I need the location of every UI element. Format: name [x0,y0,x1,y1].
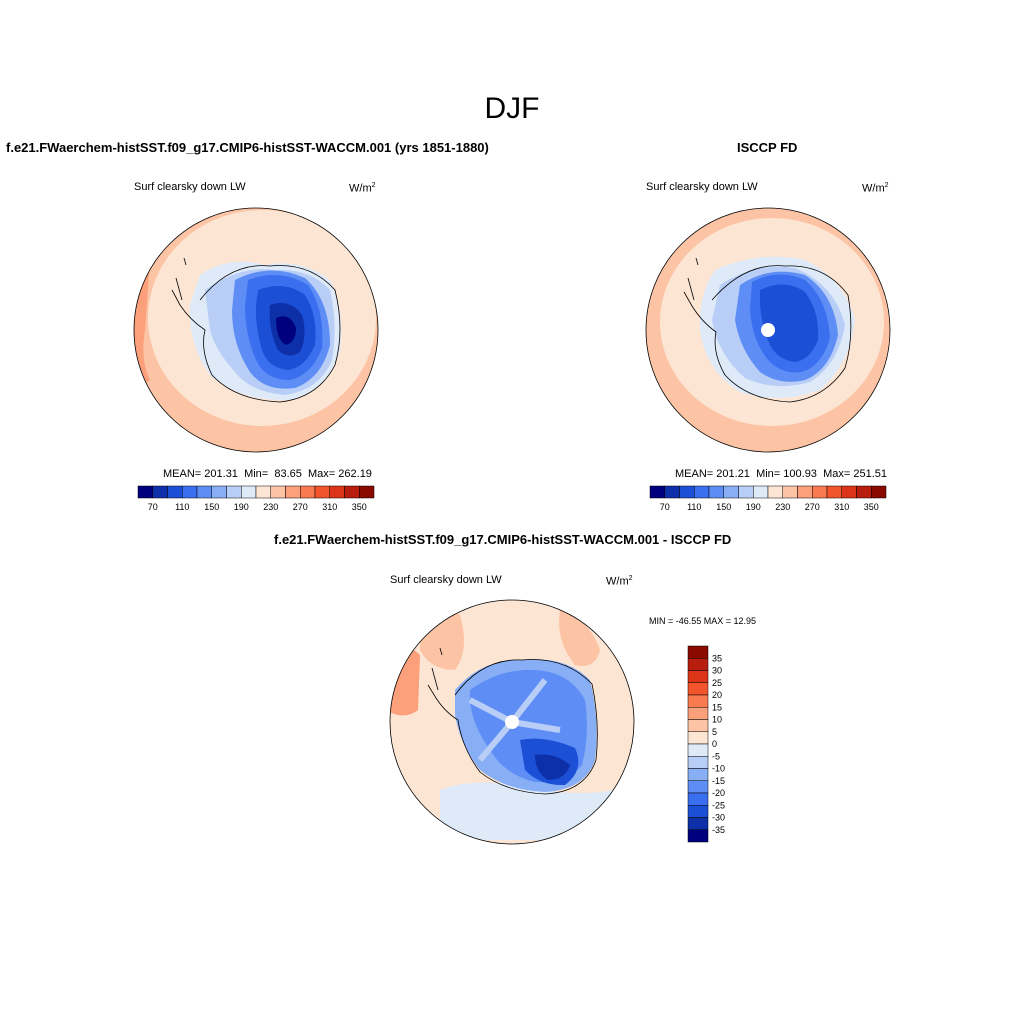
colorbar-tick-label: -15 [712,776,725,786]
colorbar-tick-label: 150 [204,502,219,512]
colorbar-swatch [687,719,709,732]
colorbar-swatch [687,658,709,671]
figure-title: DJF [484,92,540,125]
colorbar-tick-label: 350 [352,502,367,512]
colorbar-swatch [687,645,709,659]
colorbar-3: 35 30 25 20 15 10 5 0 -5 -10 -15 -20 -25 -30 -35 [687,645,725,843]
colorbar-tick-label: 30 [712,666,722,676]
colorbar-swatch [708,485,724,499]
panel-3-units: W/m2 [606,575,633,588]
colorbar-swatch [664,485,680,499]
colorbar-swatch [687,694,709,708]
colorbar-swatch [344,485,360,499]
colorbar-swatch [285,485,301,499]
colorbar-swatch [687,780,709,794]
colorbar-swatch [687,805,709,818]
colorbar-swatch [753,485,769,499]
panel-2-units: W/m2 [862,182,889,195]
colorbar-swatch [687,670,709,683]
colorbar-tick-label: 270 [293,502,308,512]
colorbar-swatch [687,707,709,720]
colorbar-swatch [152,485,168,499]
colorbar-tick-label: 0 [712,739,717,749]
colorbar-tick-label: 110 [175,502,189,512]
colorbar-tick-label: -30 [712,813,725,823]
colorbar-swatch [314,485,330,499]
colorbar-swatch [687,817,709,830]
colorbar-swatch [687,731,709,745]
colorbar-swatch [767,485,783,499]
colorbar-swatch [359,485,375,499]
colorbar-swatch [167,485,183,499]
colorbar-swatch [738,485,754,499]
colorbar-swatch [196,485,212,499]
colorbar-swatch [270,485,286,499]
colorbar-swatch [679,485,695,499]
colorbar-swatch [687,768,709,781]
colorbar-tick-label: 110 [687,502,701,512]
colorbar-tick-label: 230 [775,502,790,512]
panel-3-variable: Surf clearsky down LW [390,574,502,586]
colorbar-swatch [329,485,345,499]
colorbar-swatch [687,743,709,757]
colorbar-tick-label: 25 [712,678,722,688]
panel-1-variable: Surf clearsky down LW [134,181,246,193]
colorbar-tick-label: -20 [712,788,725,798]
colorbar-swatch [782,485,798,499]
colorbar-swatch [241,485,257,499]
colorbar-tick-label: 70 [660,502,670,512]
colorbar-tick-label: 350 [864,502,879,512]
colorbar-tick-label: 70 [148,502,158,512]
colorbar-tick-label: 10 [712,715,722,725]
panel-1-title: f.e21.FWaerchem-histSST.f09_g17.CMIP6-hi… [6,140,489,155]
colorbar-tick-label: 20 [712,690,722,700]
colorbar-tick-label: -5 [712,751,720,761]
colorbar-swatch [300,485,316,499]
colorbar-tick-label: -10 [712,764,725,774]
colorbar-swatch [687,792,709,806]
colorbar-swatch [812,485,828,499]
colorbar-tick-label: 15 [712,702,722,712]
colorbar-swatch [841,485,857,499]
colorbar-swatch [826,485,842,499]
colorbar-swatch [687,756,709,769]
panel-3-title: f.e21.FWaerchem-histSST.f09_g17.CMIP6-hi… [274,532,732,547]
colorbar-tick-label: -25 [712,800,725,810]
panel-3-minmax: MIN = -46.55 MAX = 12.95 [649,616,757,626]
colorbar-tick-label: -35 [712,825,725,835]
colorbar-swatch [856,485,872,499]
colorbar-swatch [687,829,709,843]
panel-1-units: W/m2 [349,182,376,195]
panel-2-stats: MEAN= 201.21 Min= 100.93 Max= 251.51 [675,468,887,480]
map-1 [134,208,378,452]
map-2 [646,208,890,452]
colorbar-swatch [226,485,242,499]
colorbar-tick-label: 230 [263,502,278,512]
colorbar-tick-label: 310 [834,502,849,512]
panel-1-stats: MEAN= 201.31 Min= 83.65 Max= 262.19 [163,468,372,480]
colorbar-tick-label: 270 [805,502,820,512]
colorbar-swatch [871,485,887,499]
colorbar-swatch [694,485,710,499]
colorbar-swatch [687,682,709,696]
colorbar-swatch [211,485,227,499]
colorbar-tick-label: 310 [322,502,337,512]
colorbar-tick-label: 190 [234,502,249,512]
colorbar-tick-label: 190 [746,502,761,512]
colorbar-swatch [723,485,739,499]
colorbar-swatch [255,485,271,499]
colorbar-2: 70 110 150 190 230 270 310 350 [649,485,887,512]
colorbar-1: 70 110 150 190 230 270 310 350 [137,485,375,512]
colorbar-swatch [137,485,153,499]
panel-2-title: ISCCP FD [737,140,798,155]
colorbar-swatch [182,485,198,499]
colorbar-tick-label: 35 [712,653,722,663]
colorbar-tick-label: 5 [712,727,717,737]
panel-2-variable: Surf clearsky down LW [646,181,758,193]
colorbar-swatch [797,485,813,499]
colorbar-swatch [649,485,665,499]
colorbar-tick-label: 150 [716,502,731,512]
